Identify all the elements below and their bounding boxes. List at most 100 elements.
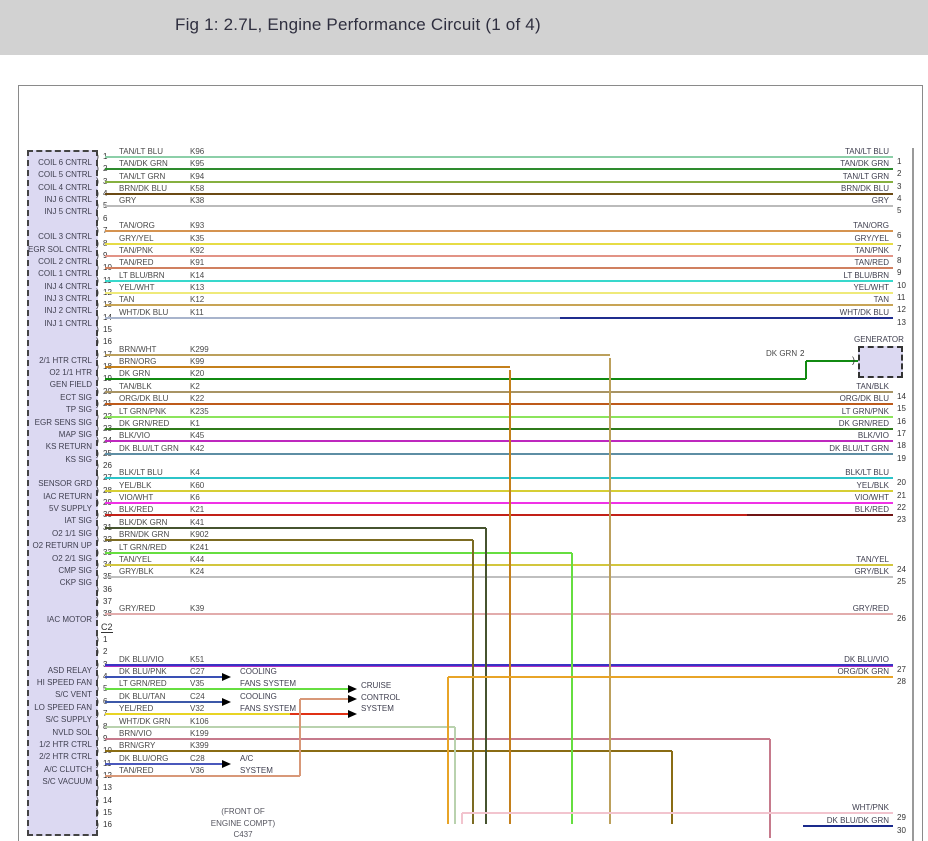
connector-pin-label: KS RETURN <box>45 442 92 452</box>
wire-color-label: YEL/WHT <box>119 282 155 292</box>
pin-bracket: ) <box>96 151 99 161</box>
right-pin-number: 13 <box>897 317 906 327</box>
connector-pin-label: 2/1 HTR CTRL <box>39 355 92 365</box>
wire-color-label: TAN/LT GRN <box>119 171 166 181</box>
circuit-code: K94 <box>190 171 205 181</box>
pin-bracket: ) <box>96 671 99 682</box>
wire-segment <box>105 279 893 282</box>
wire-color-label: DK BLU/VIO <box>119 654 164 664</box>
connector-pin-label: S/C SUPPLY <box>45 715 92 725</box>
right-wire-color-label: ORG/DK GRN <box>837 667 889 676</box>
pin-bracket: ) <box>96 509 99 520</box>
connector-pin-label: ASD RELAY <box>47 665 92 675</box>
wire-color-label: VIO/WHT <box>119 493 154 503</box>
circuit-code: K4 <box>190 468 200 478</box>
connector-pin-label: COIL 6 CNTRL <box>38 158 92 167</box>
wire-segment <box>105 551 572 554</box>
wire-segment <box>447 677 449 824</box>
pin-number: 15 <box>103 325 112 335</box>
wire-segment <box>105 391 893 393</box>
right-pin-number: 21 <box>897 490 906 500</box>
wire-segment <box>105 774 300 777</box>
pin-bracket: ) <box>96 237 99 248</box>
pin-bracket: ) <box>96 361 99 372</box>
circuit-code: K96 <box>190 147 205 156</box>
pin-bracket: ) <box>96 646 99 657</box>
wire-color-label: TAN/LT BLU <box>119 147 164 156</box>
connector-pin-label: O2 1/1 SIG <box>51 528 92 538</box>
system-destination-label: CRUISE CONTROL SYSTEM <box>361 681 401 713</box>
connector-pin-label: KS SIG <box>65 454 92 464</box>
right-pin-number: 20 <box>897 478 906 488</box>
wire-segment <box>105 193 893 196</box>
pin-bracket: ) <box>96 658 99 669</box>
wire-segment <box>105 317 893 319</box>
wire-segment <box>105 415 893 418</box>
pin-number: 1 <box>103 635 108 644</box>
pin-number: 37 <box>103 596 112 606</box>
right-wire-color-label: GRY/BLK <box>854 567 889 577</box>
right-wire-color-label: BRN/DK BLU <box>840 184 889 194</box>
circuit-code: K11 <box>190 307 204 317</box>
right-wire-color-label: DK BLU/DK GRN <box>826 815 889 825</box>
flow-arrow-icon <box>348 710 357 719</box>
wire-segment <box>105 156 893 158</box>
wire-segment <box>105 403 893 405</box>
right-wire-color-label: WHT/DK BLU <box>839 307 889 317</box>
connector-pin-label: 5V SUPPLY <box>49 504 92 514</box>
wire-segment <box>461 813 463 824</box>
wire-color-label: BRN/ORG <box>119 357 157 367</box>
connector-pin-label: INJ 3 CNTRL <box>44 293 92 303</box>
pin-bracket: ) <box>96 794 99 805</box>
title-bar: Fig 1: 2.7L, Engine Performance Circuit … <box>0 0 928 55</box>
right-wire-color-label: DK BLU/LT GRN <box>829 443 889 453</box>
pin-bracket: ) <box>96 212 99 223</box>
wire-color-label: YEL/RED <box>119 704 154 714</box>
wire-segment <box>803 824 893 827</box>
circuit-code: K14 <box>190 270 205 280</box>
circuit-code: K24 <box>190 567 205 577</box>
pin-bracket: ) <box>96 274 99 285</box>
right-wire-color-label: TAN/ORG <box>853 221 889 231</box>
wire-color-label: BRN/DK GRN <box>119 530 170 540</box>
wire-segment <box>105 230 893 233</box>
flow-arrow-icon <box>222 759 231 768</box>
circuit-code: K235 <box>190 406 209 416</box>
pin-bracket: ) <box>96 262 99 273</box>
wire-color-label: BLK/RED <box>119 505 154 515</box>
pin-bracket: ) <box>96 497 99 508</box>
wire-segment <box>571 552 573 824</box>
wire-color-label: DK GRN/RED <box>119 418 170 428</box>
right-pin-number: 12 <box>897 305 906 315</box>
pin-bracket: ) <box>96 410 99 421</box>
connector-pin-label: TP SIG <box>65 405 92 415</box>
right-wire-color-label: LT GRN/PNK <box>841 406 889 416</box>
right-pin-number: 30 <box>897 825 906 835</box>
wire-segment <box>105 613 893 615</box>
circuit-code: K99 <box>190 357 205 367</box>
wire-segment <box>105 243 893 245</box>
wire-segment <box>105 725 455 728</box>
pin-bracket: ) <box>96 769 99 780</box>
connector-pin-label: NVLD SOL <box>52 727 92 737</box>
pin-bracket: ) <box>96 819 99 830</box>
pin-bracket: ) <box>96 311 99 322</box>
wire-color-label: BRN/GRY <box>119 741 156 751</box>
connector-pin-label: 1/2 HTR CTRL <box>39 739 92 749</box>
right-pin-number: 4 <box>897 194 902 204</box>
pin-number: 26 <box>103 461 112 470</box>
wire-segment <box>105 291 893 294</box>
wire-segment <box>105 688 348 691</box>
pin-number: 16 <box>103 337 112 347</box>
pin-bracket: ) <box>96 595 99 606</box>
connector-pin-label: INJ 1 CNTRL <box>44 318 92 328</box>
wire-color-label: BLK/VIO <box>119 431 151 441</box>
pin-bracket: ) <box>96 348 99 359</box>
wire-segment <box>105 676 222 679</box>
wire-color-label: GRY/YEL <box>119 233 154 243</box>
wire-segment <box>105 267 893 269</box>
wire-color-label: TAN/RED <box>119 258 154 268</box>
wire-segment <box>105 168 893 170</box>
wire-segment <box>105 613 893 616</box>
